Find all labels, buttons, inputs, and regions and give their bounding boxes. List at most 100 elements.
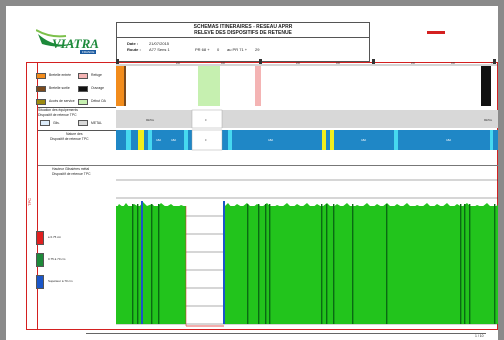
singularity-refuge	[255, 66, 261, 106]
height-post-dark-13	[460, 204, 462, 324]
pr-end-value: 29	[255, 47, 260, 52]
page-number: 1 / 10	[475, 334, 484, 338]
height-post-dark-5	[258, 204, 260, 324]
situation-gap	[191, 109, 223, 129]
height-post-dark-12	[386, 204, 388, 324]
situation-label-1: METAL	[91, 121, 103, 125]
height-bar-top-1	[224, 203, 498, 210]
situation-bar	[116, 110, 498, 128]
nature-strip-label-1: GBA	[171, 139, 176, 142]
height-post-blue-1	[223, 201, 225, 324]
height-label-1: 0.75 à 70 cm	[48, 257, 66, 261]
singularity-ouvrage	[481, 66, 491, 106]
nature-title-2: Dispositif de retenue TPC	[50, 137, 89, 141]
legend-label-0: Bretelle entrée	[49, 73, 72, 77]
legend-label-1: Refuge	[91, 73, 102, 77]
nature-yellow-0	[138, 130, 144, 150]
situation-strip-label-1: 0	[205, 119, 207, 122]
situation-swatch-1	[78, 120, 88, 126]
singularities-row	[116, 66, 491, 106]
height-blue-posts	[141, 201, 225, 324]
nature-strip-label-2: 0	[205, 139, 207, 142]
nature-title-1: Nature des	[66, 132, 83, 136]
tpc-divider	[37, 62, 38, 330]
situation-swatch-0	[40, 120, 50, 126]
height-swatch-1	[36, 253, 44, 267]
height-post-dark-7	[269, 204, 271, 324]
nature-yellow-2	[330, 130, 334, 150]
hauteur-title-1: Hauteur Glissières métal	[52, 167, 90, 171]
height-dark-posts	[132, 204, 496, 324]
ruler-mark-5: 400	[336, 62, 341, 65]
ruler-pin-0	[116, 59, 119, 64]
legend-swatch-1	[78, 73, 88, 79]
pr-start-value: 0	[217, 47, 220, 52]
pr-start-label: PR 68 +	[195, 47, 210, 52]
hauteur-header-rule	[38, 165, 498, 166]
ruler-mark-0: 68	[116, 62, 119, 65]
nature-strip-label-4: GBA	[361, 139, 366, 142]
ruler-mark-6: 70	[372, 62, 375, 65]
header-box: SCHEMAS ITINERAIRES - RESEAU APRR RELEVE…	[116, 22, 370, 62]
viatra-logo: VIATRA FRANCE	[36, 28, 106, 58]
legend-swatch-4	[36, 99, 46, 105]
legend-label-5: Début OA	[91, 99, 106, 103]
height-post-dark-11	[352, 204, 354, 324]
nature-cyan-0	[126, 130, 131, 150]
height-post-dark-0	[132, 204, 134, 324]
ruler-mark-7: 200	[411, 62, 416, 65]
nature-strip-label-0: GBA	[156, 139, 161, 142]
height-swatch-0	[36, 231, 44, 245]
situation-row: METAL 0 METAL	[116, 109, 498, 129]
logo-sub: FRANCE	[80, 50, 97, 54]
ruler-mark-8: 400	[451, 62, 456, 65]
singularity-debut-oa	[198, 66, 220, 106]
height-post-dark-1	[137, 204, 139, 324]
header-accent-mark	[427, 31, 445, 34]
height-post-dark-6	[265, 204, 267, 324]
ruler-mark-1: 200	[176, 62, 181, 65]
hauteur-title-2: Dispositif de retenue TPC	[52, 172, 91, 176]
height-post-dark-3	[158, 204, 160, 324]
legend-label-4: Accès de service	[49, 99, 75, 103]
pr-end-label: au PR 71 +	[227, 47, 248, 52]
header-title-1: SCHEMAS ITINERAIRES - RESEAU APRR	[193, 24, 293, 30]
nature-row: GBA GBA 0 GBA GBA GBA	[116, 129, 498, 151]
nature-cyan-5	[490, 130, 493, 150]
ruler-pin-1	[259, 59, 262, 64]
ruler-mark-3: 69	[259, 62, 262, 65]
height-label-2: Supérieur à 70 cm	[48, 279, 73, 283]
situation-title-2: Dispositif de retenue TPC	[38, 113, 77, 117]
nature-cyan-1	[148, 130, 152, 150]
situation-label-0: Glis.	[53, 121, 60, 125]
ruler-mark-2: 400	[221, 62, 226, 65]
height-post-dark-9	[326, 204, 328, 324]
nature-cyan-4	[394, 130, 398, 150]
height-post-dark-8	[321, 204, 323, 324]
footer-rule	[86, 333, 486, 334]
ruler-mark-9: 71	[491, 62, 494, 65]
nature-yellow-1	[322, 130, 326, 150]
date-label: Date :	[127, 41, 139, 46]
road-label: Route :	[127, 47, 141, 52]
header-title-2: RELEVE DES DISPOSITIFS DE RETENUE	[194, 30, 292, 36]
height-bars	[116, 206, 498, 324]
situation-title-1: Situation des équipements	[38, 108, 78, 112]
date-value: 21/07/2015	[149, 41, 170, 46]
legend-label-3: Ouvrage	[91, 86, 105, 90]
singularity-bretelle-sortie	[124, 66, 126, 106]
nature-white-gap	[191, 129, 223, 151]
legend-swatch-2	[36, 86, 46, 92]
ruler-pin-2	[372, 59, 375, 64]
situation-header	[38, 107, 116, 131]
height-baseline	[185, 206, 224, 327]
legend-swatch-5	[78, 99, 88, 105]
logo-swoosh-icon	[36, 29, 76, 47]
height-post-dark-16	[494, 204, 496, 324]
legend-label-2: Bretelle sortie	[49, 86, 70, 90]
ruler-mark-4: 200	[296, 62, 301, 65]
road-value: A77 Sens 1	[149, 47, 170, 52]
equipment-strips: 68 200 400 69 200 400 70 200 400 71 META…	[116, 59, 498, 327]
situation-strip-label-2: METAL	[484, 119, 493, 122]
height-swatch-2	[36, 275, 44, 289]
